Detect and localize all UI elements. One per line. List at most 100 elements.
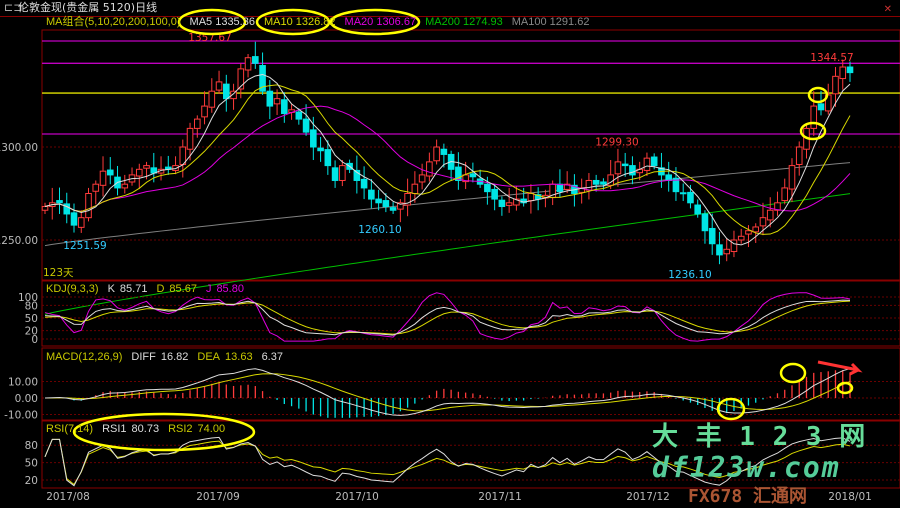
candle-body (368, 189, 375, 200)
kdj-j-value: 85.80 (216, 283, 244, 295)
candle-body (629, 165, 636, 176)
candle-body (302, 118, 310, 133)
candle-body (846, 66, 854, 74)
kdj-d-value: 85.67 (169, 283, 197, 295)
highlight-circle (177, 8, 247, 36)
watermark-title: 大 丰 1 2 3 网 (652, 422, 867, 452)
candle-body (360, 178, 368, 189)
candle-body (324, 149, 332, 167)
candle-body (556, 183, 564, 193)
price-annotation: 1344.57 (810, 52, 853, 64)
candle-body (63, 203, 71, 215)
candle-body (527, 193, 535, 202)
macd-tick-label: 0.00 (15, 393, 38, 405)
highlight-circle (329, 8, 421, 36)
y-tick-label: 1250.00 (0, 235, 38, 247)
ma10-value: MA10 1326.82 (263, 16, 336, 28)
candle-body (339, 165, 346, 181)
x-tick-label: 2017/10 (335, 491, 379, 503)
candle-body (810, 105, 818, 129)
candle-body (230, 90, 237, 100)
ma-legend-label: MA组合(5,10,20,200,100,0) (46, 16, 181, 28)
candle-body (186, 127, 194, 150)
rsi2-label: RSI2 (168, 423, 193, 435)
candle-body (244, 57, 252, 71)
candle-body (694, 204, 702, 215)
highlight-circle (807, 86, 829, 104)
y-tick-label: 1300.00 (0, 142, 38, 154)
close-icon[interactable]: ✕ (883, 4, 892, 15)
candle-body (281, 99, 288, 115)
candle-body (513, 198, 520, 206)
candle-body (650, 156, 658, 167)
candle-body (614, 161, 622, 175)
x-tick-label: 2018/01 (828, 491, 872, 503)
ma-legend: MA组合(5,10,20,200,100,0) MA5 1335.36 MA10… (46, 16, 589, 29)
candle-body (745, 230, 752, 235)
candle-body (295, 111, 303, 120)
candle-body (491, 188, 498, 200)
price-annotation: 1357.67 (188, 32, 231, 44)
kdj-k-label: K (107, 283, 115, 295)
candle-body (766, 209, 774, 221)
candle-body (440, 148, 448, 155)
window-title: 伦敦金现(贵金属 5120)日线 (18, 1, 158, 14)
ma100-line (44, 162, 851, 247)
macd-dea-line (44, 373, 851, 412)
candle-body (252, 56, 259, 64)
panel-frame (41, 420, 900, 489)
x-tick-label: 2017/12 (626, 491, 670, 503)
ma100-value: MA100 1291.62 (511, 16, 590, 28)
ma200-value: MA200 1274.93 (425, 16, 503, 28)
highlight-circle (779, 362, 807, 384)
candle-body (716, 244, 723, 256)
days-label: 123天 (43, 267, 74, 279)
candle-body (498, 199, 506, 208)
panel-frame (41, 347, 900, 421)
highlight-circle (255, 8, 331, 36)
candle-body (259, 65, 266, 92)
x-tick-label: 2017/08 (46, 491, 90, 503)
price-annotation: 1236.10 (668, 269, 711, 281)
candle-body (723, 248, 731, 255)
kdj-tick-label: 50 (25, 313, 38, 325)
candle-body (411, 183, 419, 194)
candle-body (701, 213, 709, 232)
x-tick-label: 2017/11 (478, 491, 522, 503)
rsi-label: RSI(7,14) (46, 423, 94, 435)
candle-body (375, 198, 382, 204)
kdj-d-label: D (156, 283, 165, 295)
candle-body (788, 165, 796, 190)
candle-body (41, 206, 49, 211)
chart-type-icon[interactable]: ⊏⊐ (4, 1, 23, 14)
candle-body (418, 174, 426, 183)
candle-body (426, 161, 433, 177)
macd-tick-label: 10.00 (8, 377, 38, 389)
watermark-url: df123w.com (652, 451, 841, 484)
candle-body (643, 157, 651, 171)
macd-tick-label: -10.00 (4, 410, 38, 422)
kdj-k-value: 85.71 (119, 283, 148, 295)
candle-body (135, 168, 143, 177)
candle-body (208, 90, 216, 108)
kdj-tick-label: 80 (25, 300, 38, 312)
candle-body (469, 173, 477, 178)
candle-body (774, 202, 781, 211)
candle-body (99, 170, 107, 186)
candle-body (832, 75, 839, 95)
candle-body (77, 217, 85, 228)
panel-frame (41, 280, 900, 347)
candle-body (672, 177, 680, 193)
candle-body (106, 169, 114, 176)
rsi2-value: 74.00 (197, 423, 226, 435)
candle-body (193, 118, 201, 129)
kdj-label: KDJ(9,3,3) (46, 283, 99, 295)
kdj-j-line (44, 292, 851, 342)
candle-body (310, 129, 317, 148)
macd-legend: MACD(12,26,9) DIFF 16.82 DEA 13.63 6.37 (46, 351, 283, 364)
candle-body (752, 226, 760, 233)
rsi-tick-label: 50 (25, 458, 38, 470)
highlight-circle (72, 412, 256, 452)
candle-body (266, 90, 274, 107)
macd-dea-value: 13.63 (225, 351, 253, 363)
